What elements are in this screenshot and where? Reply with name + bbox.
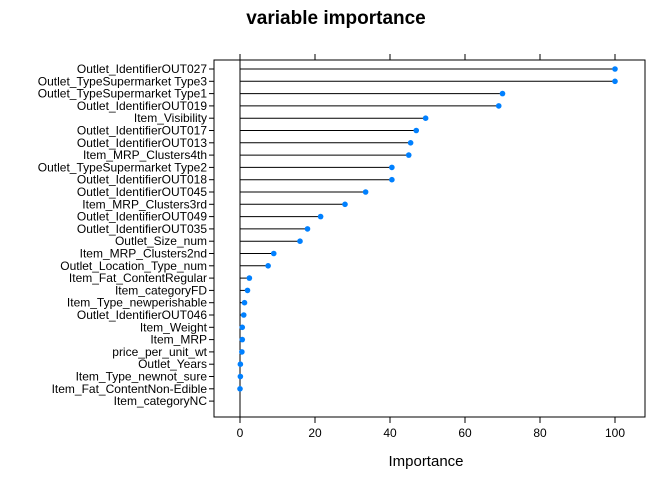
y-tick-label: price_per_unit_wt [112,345,207,359]
importance-point [317,213,324,220]
y-tick-label: Outlet_IdentifierOUT045 [77,185,207,199]
y-tick-label: Outlet_TypeSupermarket Type2 [38,160,208,174]
importance-point [612,78,618,85]
x-tick-label: 100 [605,426,625,440]
importance-point [241,299,248,306]
x-axis-label: Importance [388,453,463,470]
y-tick-label: Item_MRP_Clusters4th [83,148,207,162]
y-tick-label: Outlet_Size_num [115,234,207,248]
y-tick-label: Item_Weight [140,320,208,334]
y-tick-label: Item_categoryFD [115,283,207,297]
importance-point [244,287,251,294]
y-tick-label: Outlet_Years [138,357,207,371]
importance-point [405,152,412,158]
y-tick-label: Item_Type_newperishable [67,296,207,310]
y-axis-labels: Outlet_IdentifierOUT027Outlet_TypeSuperm… [38,62,208,408]
importance-point [389,164,395,171]
importance-point [407,140,414,146]
importance-point [270,250,277,257]
top-axis-ticks [239,54,616,60]
x-tick-label: 0 [237,426,244,440]
importance-point [495,103,502,109]
importance-point [246,275,253,281]
y-tick-label: Item_Type_newnot_sure [76,370,208,384]
chart-title: variable importance [246,8,426,29]
x-axis-tick-labels: 0 20 40 60 80 100 [237,426,626,440]
y-tick-label: Outlet_IdentifierOUT019 [77,99,207,113]
y-tick-label: Outlet_IdentifierOUT035 [77,222,207,236]
x-tick-label: 40 [383,426,397,440]
importance-point [237,361,244,368]
y-tick-label: Outlet_TypeSupermarket Type1 [38,87,208,101]
importance-point [499,90,506,97]
y-tick-label: Outlet_IdentifierOUT013 [77,136,207,150]
importance-point [239,336,246,343]
y-axis-ticks [209,68,214,402]
y-tick-label: Item_categoryNC [114,394,208,408]
y-tick-label: Outlet_IdentifierOUT049 [77,210,207,224]
importance-point [239,324,246,331]
x-tick-label: 60 [458,426,472,440]
y-tick-label: Item_MRP_Clusters3rd [82,197,207,211]
x-tick-label: 20 [308,426,322,440]
y-tick-label: Item_MRP_Clusters2nd [80,247,207,261]
y-tick-label: Outlet_IdentifierOUT018 [77,173,207,187]
y-tick-label: Outlet_Location_Type_num [60,259,207,273]
importance-points [237,66,618,392]
importance-point [237,386,243,392]
importance-point [342,201,348,208]
importance-point [304,226,311,232]
y-tick-label: Item_Visibility [134,111,207,125]
importance-point [422,115,429,121]
importance-point [389,176,395,183]
y-tick-label: Item_Fat_ContentNon-Edible [52,382,208,396]
y-tick-label: Item_MRP [150,333,207,347]
importance-point [239,349,245,355]
y-tick-label: Outlet_IdentifierOUT027 [77,62,207,76]
y-tick-label: Outlet_IdentifierOUT017 [77,124,207,138]
plot-area-frame [213,59,646,418]
importance-point [240,312,247,318]
y-tick-label: Outlet_IdentifierOUT046 [77,308,207,322]
y-tick-label: Item_Fat_ContentRegular [69,271,207,285]
importance-stems [240,68,615,377]
importance-point [297,238,303,244]
y-tick-label: Outlet_TypeSupermarket Type3 [38,74,208,88]
importance-point [413,127,420,134]
x-tick-label: 80 [533,426,547,440]
importance-point [362,189,369,195]
x-axis-ticks [239,417,616,423]
importance-point [237,373,244,380]
importance-point [265,263,271,269]
importance-point [612,66,618,72]
